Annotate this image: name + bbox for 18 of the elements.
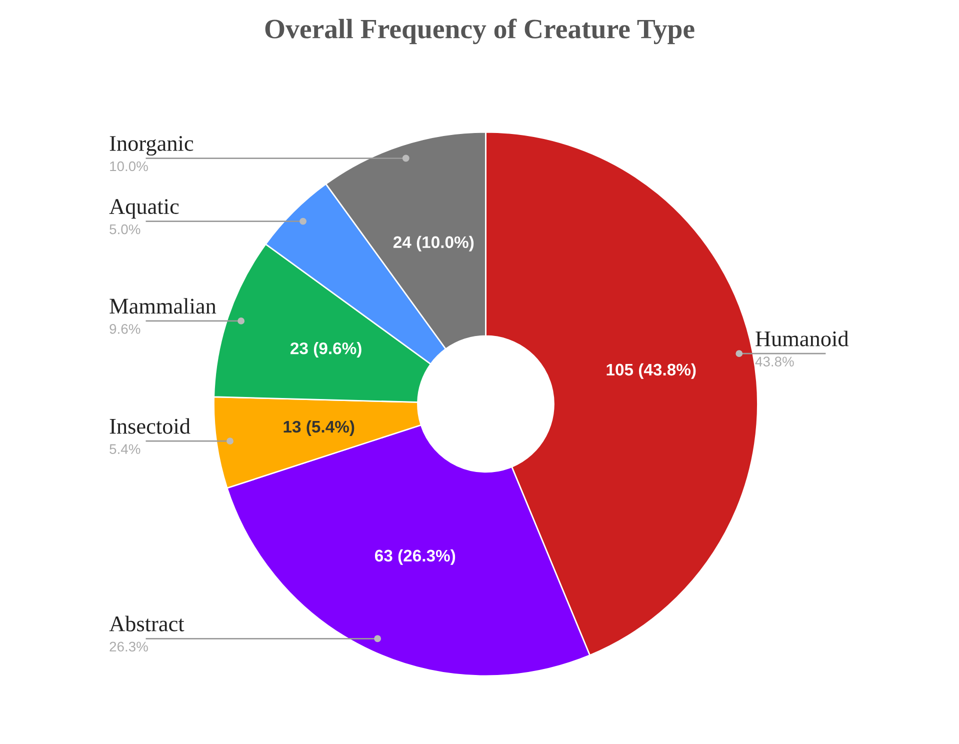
text: 5.4% [110, 444, 140, 454]
data-label: 13 (5.4%) [284, 420, 354, 436]
chart-title: Overall Frequency of Creature Type [265, 18, 694, 44]
text: 10.0% [110, 161, 148, 172]
text: 5.0% [110, 224, 140, 234]
slice-label: Humanoid [756, 330, 849, 346]
data-label: 24 (10.0%) [393, 236, 474, 252]
data-label: 63 (26.3%) [374, 549, 456, 565]
text: 43.8% [755, 356, 794, 367]
text: 26.3% [110, 642, 148, 652]
slice-label: Mammalian [110, 298, 216, 314]
slice-label: Aquatic [109, 199, 179, 219]
data-label: 105 (43.8%) [606, 363, 696, 379]
slice-label: Abstract [109, 616, 184, 632]
data-label: 23 (9.6%) [290, 342, 362, 358]
text: 9.6% [110, 324, 140, 334]
slice-label: Inorganic [110, 136, 194, 156]
slice-label: Insectoid [110, 418, 190, 434]
